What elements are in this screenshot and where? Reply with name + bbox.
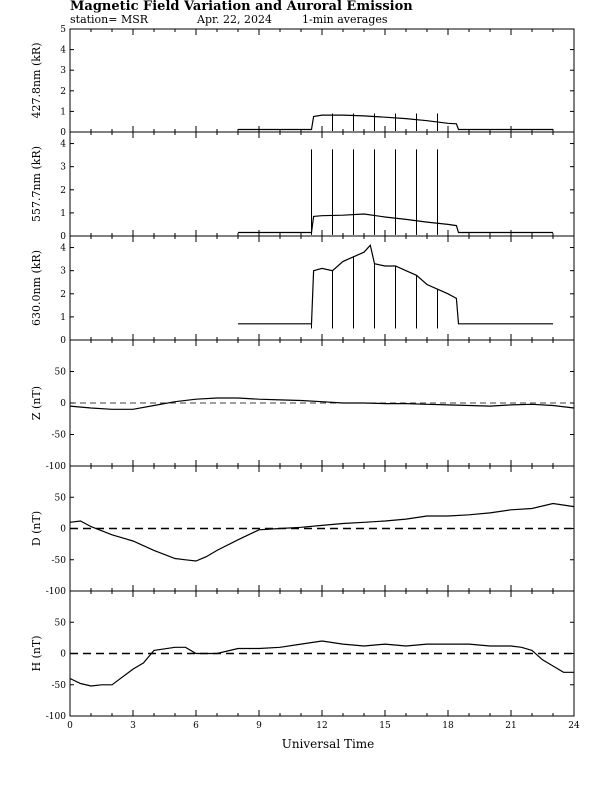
series-line [69, 502, 575, 562]
y-tick-label: 5 [60, 25, 66, 35]
y-tick-label: -50 [52, 556, 67, 566]
x-tick-label: 9 [256, 721, 262, 731]
y-tick-label: 2 [60, 186, 66, 196]
date-label: Apr. 22, 2024 [196, 13, 272, 26]
x-tick-label: 0 [67, 721, 73, 731]
panel-2: 0 1 2 3 4 557.7nm (kR) [30, 131, 575, 242]
y-tick-label: 0 [60, 525, 66, 535]
y-tick-label: 4 [60, 46, 66, 56]
y-tick-label: 0 [60, 336, 66, 346]
y-tick-label: 0 [60, 399, 66, 409]
x-tick-label: 6 [193, 721, 199, 731]
panel-4: -100 -50 0 50 Z (nT) [30, 339, 575, 472]
y-axis-label: 557.7nm (kR) [30, 146, 43, 222]
panel-3: 0 1 2 3 4 630.0nm (kR) [30, 235, 575, 346]
y-tick-label: 0 [60, 650, 66, 660]
y-tick-label: 3 [60, 163, 66, 173]
y-tick-label: 2 [60, 290, 66, 300]
x-tick-label: 18 [442, 721, 454, 731]
y-tick-label: 50 [55, 618, 67, 628]
series-line [69, 397, 575, 410]
y-axis-label: Z (nT) [30, 386, 43, 420]
panel-frame [69, 28, 575, 133]
y-tick-label: 4 [60, 140, 66, 150]
y-tick-label: 0 [60, 232, 66, 242]
y-tick-label: 3 [60, 267, 66, 277]
series-line [238, 243, 553, 325]
y-axis-label: 630.0nm (kR) [30, 250, 43, 326]
series-line [69, 640, 574, 687]
y-tick-label: -100 [46, 712, 66, 722]
panel-6: -100 -50 0 50 H (nT) 0 3 6 9 12 15 18 21 24 [30, 590, 580, 731]
y-tick-label: -100 [46, 587, 66, 597]
y-tick-label: 50 [55, 368, 67, 378]
x-axis-label: Universal Time [282, 737, 375, 751]
x-tick-label: 21 [505, 721, 516, 731]
station-label: station= MSR [70, 13, 149, 26]
panel-1: 0 1 2 3 4 5 427.8nm (kR) [30, 25, 575, 138]
y-tick-label: 4 [60, 244, 66, 254]
averaging-label: 1-min averages [302, 13, 388, 26]
y-tick-label: 50 [55, 493, 67, 503]
page-title: Magnetic Field Variation and Auroral Emi… [70, 0, 413, 14]
panel-frame [69, 131, 575, 237]
x-tick-label: 3 [130, 721, 136, 731]
y-tick-label: 1 [60, 107, 66, 117]
y-axis-label: D (nT) [30, 511, 43, 546]
x-tick-label: 12 [316, 721, 327, 731]
x-tick-label: 24 [568, 721, 580, 731]
y-tick-label: 0 [60, 128, 66, 138]
y-tick-label: 3 [60, 66, 66, 76]
y-tick-label: -50 [52, 681, 67, 691]
y-tick-label: 1 [60, 313, 66, 323]
y-tick-label: -50 [52, 431, 67, 441]
y-axis-label: 427.8nm (kR) [30, 42, 43, 118]
y-tick-label: -100 [46, 462, 66, 472]
y-axis-label: H (nT) [30, 635, 43, 671]
x-tick-label: 15 [379, 721, 391, 731]
y-tick-label: 1 [60, 209, 66, 219]
y-tick-label: 2 [60, 87, 66, 97]
panel-5: -100 -50 0 50 D (nT) [30, 465, 575, 597]
